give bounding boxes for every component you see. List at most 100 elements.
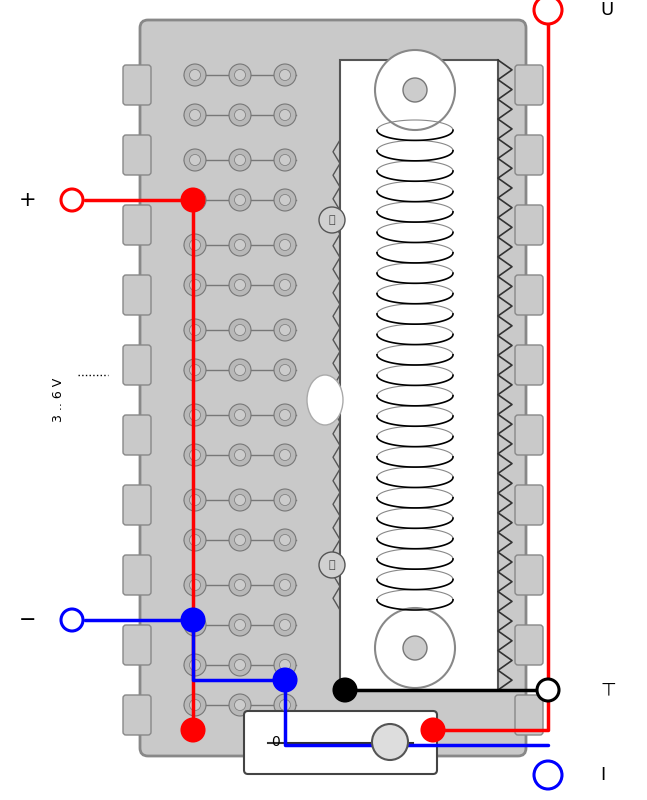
FancyBboxPatch shape — [123, 485, 151, 525]
Circle shape — [280, 450, 291, 461]
Circle shape — [534, 0, 562, 24]
Circle shape — [280, 110, 291, 121]
Ellipse shape — [307, 375, 343, 425]
Circle shape — [190, 154, 201, 166]
Circle shape — [184, 489, 206, 511]
Circle shape — [372, 724, 408, 760]
Circle shape — [61, 189, 83, 211]
Circle shape — [274, 694, 296, 716]
Circle shape — [274, 574, 296, 596]
Circle shape — [184, 654, 206, 676]
Circle shape — [375, 608, 455, 688]
Circle shape — [234, 619, 245, 630]
Circle shape — [229, 274, 251, 296]
Circle shape — [184, 64, 206, 86]
Circle shape — [229, 359, 251, 381]
Circle shape — [274, 669, 296, 691]
Circle shape — [229, 654, 251, 676]
Circle shape — [182, 189, 204, 211]
Circle shape — [280, 70, 291, 81]
Circle shape — [229, 319, 251, 341]
Circle shape — [274, 654, 296, 676]
Circle shape — [280, 534, 291, 546]
Circle shape — [422, 719, 444, 741]
Circle shape — [234, 410, 245, 421]
Circle shape — [229, 64, 251, 86]
Circle shape — [184, 359, 206, 381]
Text: −: − — [19, 610, 37, 630]
Bar — [340, 60, 498, 690]
Circle shape — [229, 149, 251, 171]
Circle shape — [190, 239, 201, 250]
Text: I: I — [403, 735, 407, 750]
Text: +: + — [19, 190, 37, 210]
Circle shape — [184, 694, 206, 716]
Circle shape — [182, 719, 204, 741]
Circle shape — [184, 614, 206, 636]
Circle shape — [234, 534, 245, 546]
Circle shape — [184, 104, 206, 126]
Circle shape — [234, 239, 245, 250]
FancyBboxPatch shape — [123, 275, 151, 315]
Circle shape — [229, 189, 251, 211]
FancyBboxPatch shape — [515, 135, 543, 175]
Circle shape — [190, 194, 201, 206]
Circle shape — [190, 365, 201, 375]
FancyBboxPatch shape — [123, 135, 151, 175]
Circle shape — [234, 110, 245, 121]
Text: ⏚: ⏚ — [329, 560, 335, 570]
Circle shape — [184, 274, 206, 296]
FancyBboxPatch shape — [515, 555, 543, 595]
Circle shape — [280, 410, 291, 421]
Circle shape — [229, 574, 251, 596]
Circle shape — [190, 619, 201, 630]
Circle shape — [274, 529, 296, 551]
FancyBboxPatch shape — [123, 415, 151, 455]
Circle shape — [280, 279, 291, 290]
FancyBboxPatch shape — [515, 485, 543, 525]
Circle shape — [190, 325, 201, 335]
Circle shape — [190, 579, 201, 590]
Circle shape — [190, 450, 201, 461]
Circle shape — [190, 410, 201, 421]
FancyBboxPatch shape — [123, 625, 151, 665]
Circle shape — [184, 529, 206, 551]
Circle shape — [229, 234, 251, 256]
Circle shape — [234, 365, 245, 375]
Circle shape — [184, 444, 206, 466]
FancyBboxPatch shape — [123, 695, 151, 735]
FancyBboxPatch shape — [140, 20, 526, 756]
Circle shape — [229, 614, 251, 636]
Circle shape — [182, 609, 204, 631]
Circle shape — [274, 614, 296, 636]
Circle shape — [280, 194, 291, 206]
Circle shape — [534, 761, 562, 789]
Circle shape — [319, 552, 345, 578]
Circle shape — [229, 444, 251, 466]
FancyBboxPatch shape — [515, 415, 543, 455]
Circle shape — [403, 636, 427, 660]
Circle shape — [274, 234, 296, 256]
Circle shape — [334, 679, 356, 701]
Circle shape — [274, 149, 296, 171]
Circle shape — [274, 359, 296, 381]
Circle shape — [229, 404, 251, 426]
FancyBboxPatch shape — [244, 711, 437, 774]
Circle shape — [280, 579, 291, 590]
Circle shape — [234, 579, 245, 590]
Circle shape — [280, 154, 291, 166]
Circle shape — [190, 494, 201, 506]
Text: ⊤: ⊤ — [600, 681, 616, 699]
Circle shape — [190, 279, 201, 290]
Circle shape — [190, 534, 201, 546]
Circle shape — [234, 279, 245, 290]
Circle shape — [184, 234, 206, 256]
Text: U: U — [600, 1, 613, 19]
Circle shape — [184, 189, 206, 211]
Circle shape — [229, 104, 251, 126]
FancyBboxPatch shape — [123, 555, 151, 595]
Circle shape — [190, 110, 201, 121]
Circle shape — [234, 325, 245, 335]
Circle shape — [274, 104, 296, 126]
FancyBboxPatch shape — [515, 625, 543, 665]
